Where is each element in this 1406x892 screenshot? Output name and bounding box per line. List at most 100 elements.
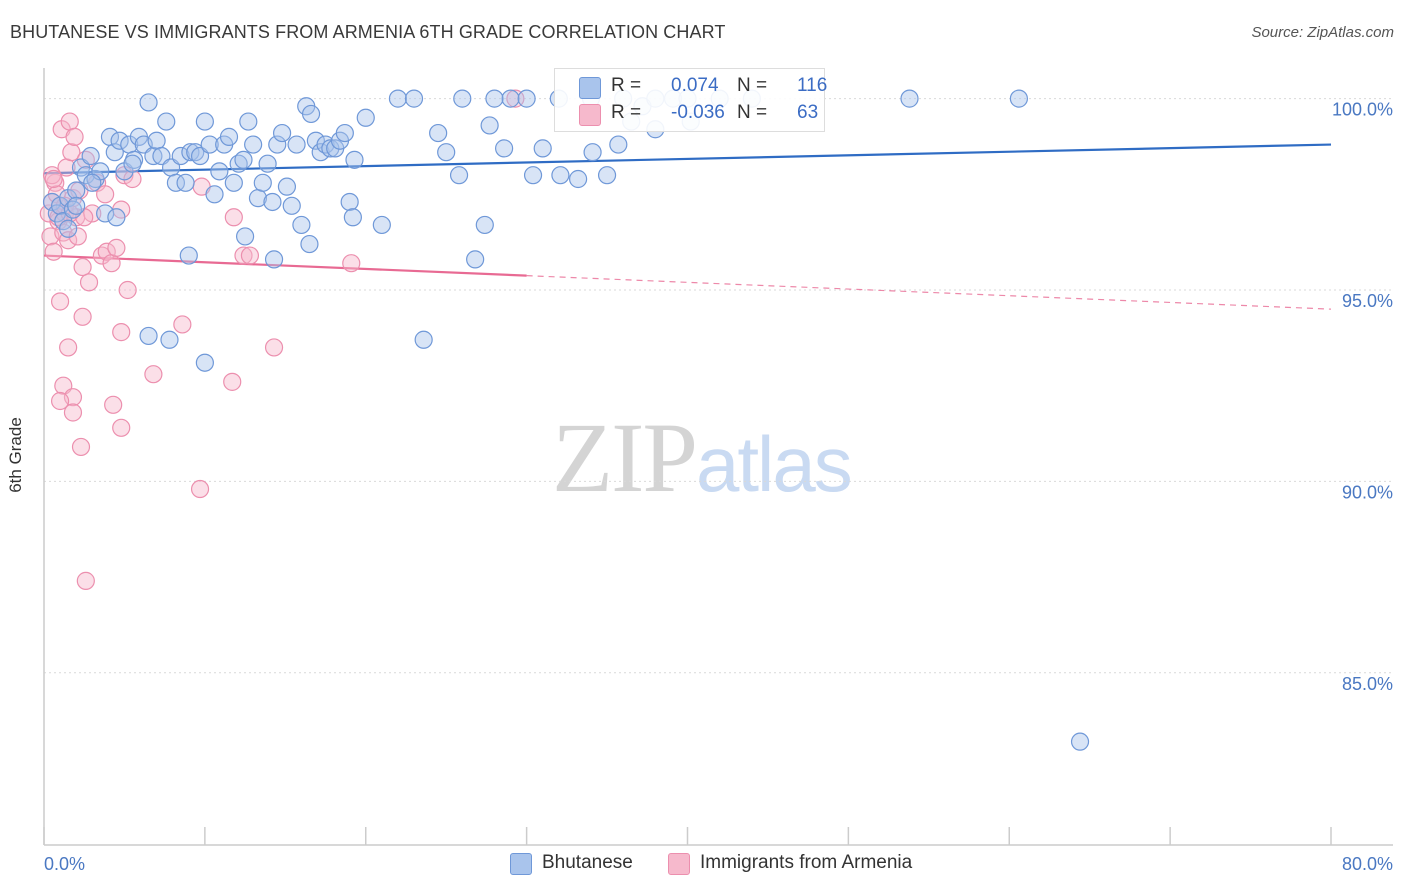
watermark-atlas: atlas <box>696 420 853 508</box>
point-armenia <box>190 479 210 499</box>
legend-r-value: -0.036 <box>671 102 725 123</box>
point-bhutanese <box>268 135 287 154</box>
point-armenia <box>342 254 361 273</box>
point-bhutanese <box>1070 732 1090 751</box>
point-bhutanese <box>157 112 176 131</box>
point-bhutanese <box>258 154 277 173</box>
point-armenia <box>112 323 131 342</box>
x-tick-label: 80.0% <box>1342 854 1393 874</box>
point-bhutanese <box>301 104 321 124</box>
point-bhutanese <box>495 139 514 158</box>
point-armenia <box>223 372 242 391</box>
legend-n-label: N = <box>737 102 768 123</box>
point-bhutanese <box>264 250 284 269</box>
point-bhutanese <box>234 150 253 169</box>
point-bhutanese <box>105 143 124 162</box>
point-bhutanese <box>321 139 340 158</box>
point-armenia <box>79 273 99 292</box>
chart-title: BHUTANESE VS IMMIGRANTS FROM ARMENIA 6TH… <box>10 22 726 42</box>
point-armenia <box>63 403 83 422</box>
point-bhutanese <box>453 89 472 108</box>
point-bhutanese <box>195 353 214 372</box>
point-bhutanese <box>569 169 588 189</box>
point-bhutanese <box>345 150 364 169</box>
point-armenia <box>96 185 115 204</box>
point-armenia <box>240 246 260 265</box>
point-bhutanese <box>179 246 198 265</box>
legend-r-label: R = <box>611 102 642 123</box>
legend-r-label: R = <box>611 75 642 96</box>
point-armenia <box>44 169 63 189</box>
x-tick-label: 0.0% <box>44 854 85 874</box>
point-bhutanese <box>210 162 229 181</box>
point-bhutanese <box>200 135 219 154</box>
point-bhutanese <box>166 173 186 192</box>
point-bhutanese <box>485 89 504 108</box>
point-bhutanese <box>292 215 311 235</box>
trend-line-bhutanese <box>43 143 1332 175</box>
point-bhutanese <box>533 139 552 158</box>
point-armenia <box>264 338 284 357</box>
source-label: Source: ZipAtlas.com <box>1251 24 1394 41</box>
point-bhutanese <box>372 215 391 235</box>
point-bhutanese <box>475 215 494 235</box>
point-bhutanese <box>900 89 919 108</box>
point-armenia <box>44 242 63 261</box>
watermark-zip: ZIP <box>552 402 698 513</box>
point-bhutanese <box>551 166 570 185</box>
point-armenia <box>102 254 121 273</box>
point-bhutanese <box>139 326 158 346</box>
point-bhutanese <box>67 181 86 200</box>
point-bhutanese <box>147 131 166 150</box>
point-armenia <box>107 238 126 257</box>
point-bhutanese <box>449 166 469 185</box>
point-armenia <box>224 208 243 227</box>
point-bhutanese <box>96 204 115 223</box>
point-bhutanese <box>81 146 100 166</box>
point-bhutanese <box>517 89 536 108</box>
point-armenia <box>59 338 78 357</box>
y-tick-label: 100.0% <box>1332 100 1393 120</box>
point-bhutanese <box>388 89 408 108</box>
point-bhutanese <box>59 219 78 238</box>
point-armenia <box>68 227 87 246</box>
legend-n-label: N = <box>737 75 768 96</box>
legend-r-value: 0.074 <box>671 75 719 96</box>
trend-lines <box>43 143 1332 310</box>
point-bhutanese <box>219 127 239 146</box>
point-bhutanese <box>107 208 126 227</box>
point-bhutanese <box>306 131 325 150</box>
point-bhutanese <box>414 330 433 349</box>
point-bhutanese <box>235 227 255 246</box>
point-bhutanese <box>67 196 86 215</box>
y-axis-label: 6th Grade <box>6 417 25 493</box>
legend-n-value: 63 <box>797 102 819 123</box>
point-bhutanese <box>272 123 292 143</box>
point-bhutanese <box>263 192 282 212</box>
point-bhutanese <box>224 173 243 192</box>
grid-lines <box>44 98 1393 674</box>
point-bhutanese <box>1009 89 1029 108</box>
point-bhutanese <box>181 143 200 162</box>
point-bhutanese <box>466 250 485 269</box>
point-bhutanese <box>123 154 142 173</box>
point-armenia <box>97 242 116 261</box>
point-armenia <box>73 307 92 326</box>
correlation-legend: R = 0.074 N = 116 R = -0.036 N = 63 <box>554 68 828 132</box>
tick-labels: 100.0% 95.0% 90.0% 85.0% 0.0% 80.0% <box>44 100 1393 874</box>
point-armenia <box>73 257 92 277</box>
point-bhutanese <box>404 89 424 108</box>
point-bhutanese <box>335 123 354 143</box>
point-bhutanese <box>501 89 520 108</box>
point-bhutanese <box>523 166 543 185</box>
point-bhutanese <box>300 234 319 254</box>
point-armenia <box>112 418 131 437</box>
legend-n-value: 116 <box>797 75 828 96</box>
trend-line-armenia <box>43 254 527 277</box>
point-bhutanese <box>160 330 179 349</box>
point-armenia <box>173 315 192 334</box>
point-bhutanese <box>139 93 158 112</box>
y-tick-label: 95.0% <box>1342 291 1393 311</box>
point-bhutanese <box>83 173 102 192</box>
